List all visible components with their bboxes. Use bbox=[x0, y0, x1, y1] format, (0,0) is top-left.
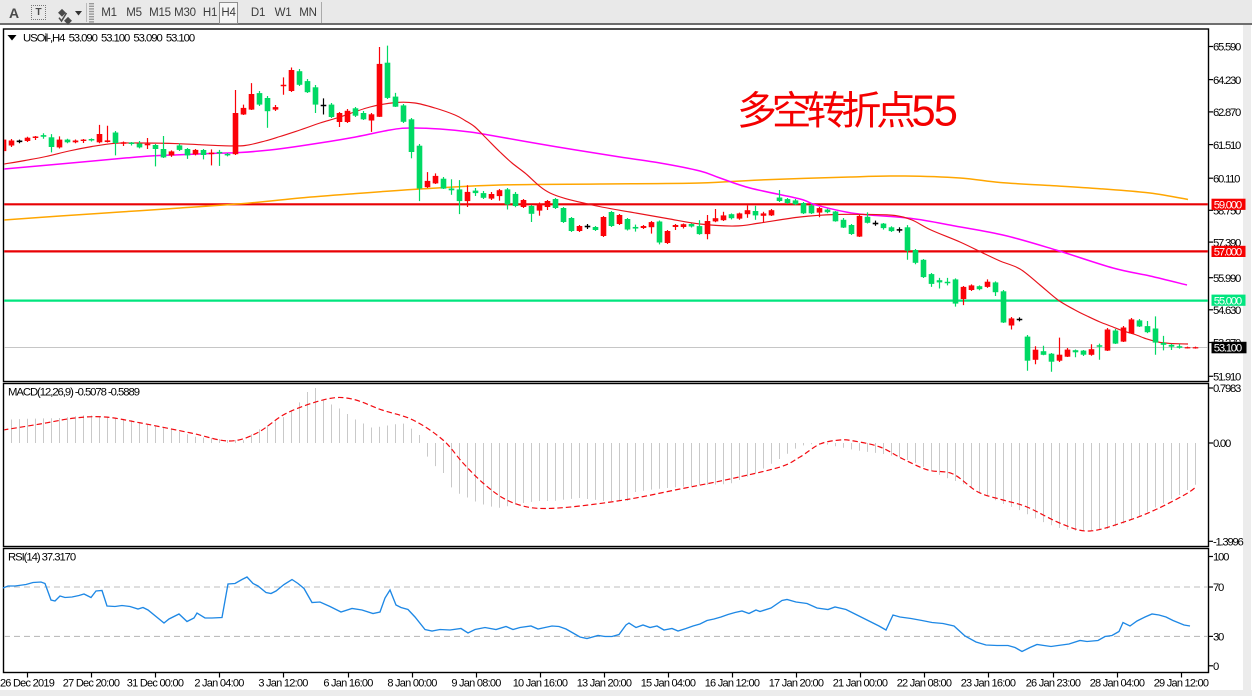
svg-text:59.000: 59.000 bbox=[1214, 200, 1242, 212]
svg-text:28 Jan 04:00: 28 Jan 04:00 bbox=[1090, 678, 1145, 690]
svg-text:13 Jan 20:00: 13 Jan 20:00 bbox=[577, 678, 632, 690]
svg-text:21 Jan 00:00: 21 Jan 00:00 bbox=[833, 678, 888, 690]
svg-text:62.870: 62.870 bbox=[1213, 107, 1241, 119]
svg-text:10 Jan 16:00: 10 Jan 16:00 bbox=[513, 678, 568, 690]
svg-text:23 Jan 16:00: 23 Jan 16:00 bbox=[961, 678, 1016, 690]
svg-text:65.590: 65.590 bbox=[1213, 42, 1241, 54]
svg-text:64.230: 64.230 bbox=[1213, 75, 1241, 87]
svg-text:53.100: 53.100 bbox=[1214, 343, 1242, 355]
svg-text:-1.3996: -1.3996 bbox=[1213, 537, 1244, 549]
svg-text:0: 0 bbox=[1213, 661, 1219, 673]
svg-text:0.00: 0.00 bbox=[1213, 438, 1231, 450]
svg-text:57.000: 57.000 bbox=[1214, 247, 1242, 259]
svg-text:55: 55 bbox=[912, 88, 957, 136]
svg-text:15 Jan 04:00: 15 Jan 04:00 bbox=[641, 678, 696, 690]
svg-text:29 Jan 12:00: 29 Jan 12:00 bbox=[1154, 678, 1209, 690]
svg-text:6 Jan 16:00: 6 Jan 16:00 bbox=[323, 678, 373, 690]
svg-text:26 Dec 2019: 26 Dec 2019 bbox=[0, 678, 55, 690]
svg-text:2 Jan 04:00: 2 Jan 04:00 bbox=[194, 678, 244, 690]
svg-text:30: 30 bbox=[1213, 632, 1224, 644]
svg-text:9 Jan 08:00: 9 Jan 08:00 bbox=[451, 678, 501, 690]
svg-text:60.110: 60.110 bbox=[1213, 173, 1240, 185]
svg-text:54.630: 54.630 bbox=[1213, 305, 1241, 317]
svg-text:55.990: 55.990 bbox=[1213, 273, 1241, 285]
svg-text:16 Jan 12:00: 16 Jan 12:00 bbox=[705, 678, 760, 690]
svg-text:26 Jan 23:00: 26 Jan 23:00 bbox=[1026, 678, 1081, 690]
svg-text:22 Jan 08:00: 22 Jan 08:00 bbox=[897, 678, 952, 690]
svg-text:100: 100 bbox=[1213, 552, 1229, 564]
svg-text:MACD(12,26,9) -0.5078 -0.5889: MACD(12,26,9) -0.5078 -0.5889 bbox=[8, 387, 140, 399]
svg-text:70: 70 bbox=[1213, 582, 1224, 594]
svg-text:55.000: 55.000 bbox=[1214, 295, 1242, 307]
svg-text:3 Jan 12:00: 3 Jan 12:00 bbox=[258, 678, 308, 690]
svg-text:17 Jan 20:00: 17 Jan 20:00 bbox=[769, 678, 824, 690]
svg-text:31 Dec 00:00: 31 Dec 00:00 bbox=[127, 678, 184, 690]
svg-text:27 Dec 20:00: 27 Dec 20:00 bbox=[63, 678, 120, 690]
svg-text:51.910: 51.910 bbox=[1213, 372, 1241, 384]
svg-text:RSI(14) 37.3170: RSI(14) 37.3170 bbox=[8, 552, 76, 564]
svg-text:61.510: 61.510 bbox=[1213, 140, 1241, 152]
svg-text:8 Jan 00:00: 8 Jan 00:00 bbox=[387, 678, 437, 690]
svg-text:0.7983: 0.7983 bbox=[1213, 383, 1241, 395]
svg-text:USOil-,H4 53.090 53.100 53.: USOil-,H4 53.090 53.100 53.090 53.100 bbox=[23, 33, 195, 45]
